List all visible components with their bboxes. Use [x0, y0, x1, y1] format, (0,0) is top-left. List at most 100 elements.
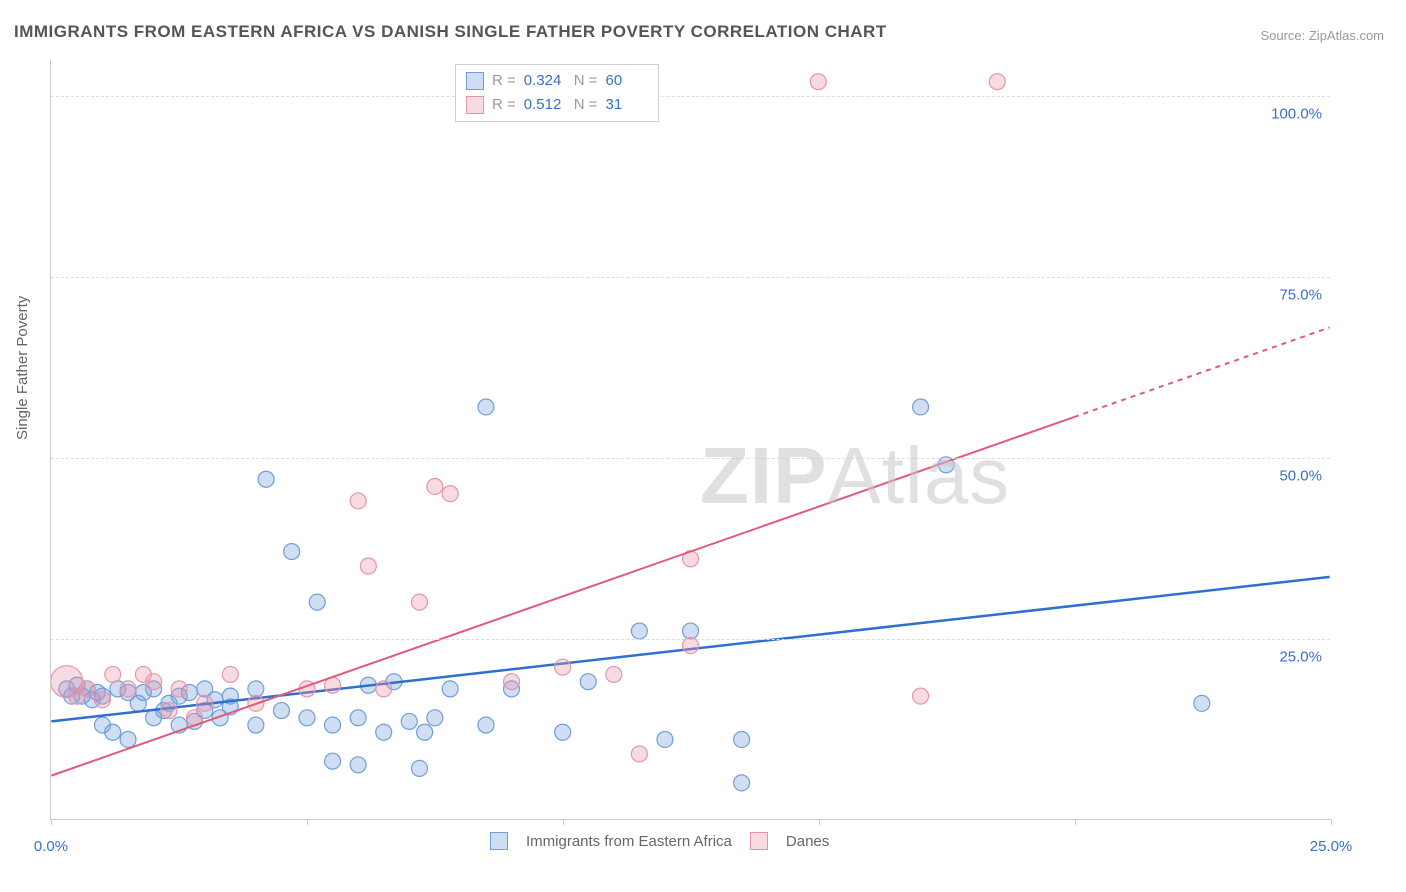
data-point-immigrants — [734, 775, 750, 791]
data-point-immigrants — [504, 681, 520, 697]
data-point-danes — [120, 681, 136, 697]
x-tick — [307, 819, 308, 825]
data-point-immigrants — [325, 753, 341, 769]
data-point-immigrants — [938, 457, 954, 473]
x-tick — [1331, 819, 1332, 825]
data-point-immigrants — [478, 717, 494, 733]
data-point-immigrants — [110, 681, 126, 697]
data-point-immigrants — [181, 685, 197, 701]
data-point-immigrants — [412, 760, 428, 776]
data-point-danes — [299, 681, 315, 697]
data-point-immigrants — [207, 692, 223, 708]
trend-line-danes-dashed — [1074, 327, 1330, 417]
data-point-danes — [187, 710, 203, 726]
data-point-immigrants — [284, 544, 300, 560]
data-point-danes — [135, 666, 151, 682]
data-point-danes — [146, 674, 162, 690]
legend-label-immigrants: Immigrants from Eastern Africa — [526, 833, 732, 850]
data-point-immigrants — [309, 594, 325, 610]
data-point-danes — [171, 681, 187, 697]
legend-label-danes: Danes — [786, 833, 829, 850]
y-tick-label: 25.0% — [1279, 649, 1322, 666]
data-point-immigrants — [248, 717, 264, 733]
data-point-immigrants — [105, 724, 121, 740]
data-point-immigrants — [555, 724, 571, 740]
data-point-immigrants — [913, 399, 929, 415]
data-point-immigrants — [69, 677, 85, 693]
data-point-danes — [989, 74, 1005, 90]
swatch-immigrants — [466, 72, 484, 90]
data-point-danes — [360, 558, 376, 574]
y-axis-label: Single Father Poverty — [14, 296, 31, 440]
data-point-danes — [683, 551, 699, 567]
x-tick — [51, 819, 52, 825]
swatch-danes — [466, 96, 484, 114]
data-point-danes — [412, 594, 428, 610]
data-point-immigrants — [427, 710, 443, 726]
chart-svg — [51, 60, 1330, 819]
data-point-immigrants — [94, 717, 110, 733]
data-point-danes — [222, 666, 238, 682]
data-point-immigrants — [299, 710, 315, 726]
data-point-immigrants — [657, 731, 673, 747]
x-tick — [819, 819, 820, 825]
stats-legend: R = 0.324 N = 60 R = 0.512 N = 31 — [455, 64, 659, 122]
x-tick — [563, 819, 564, 825]
data-point-immigrants — [130, 695, 146, 711]
data-point-immigrants — [146, 681, 162, 697]
legend-swatch-danes — [750, 832, 768, 850]
data-point-immigrants — [156, 703, 172, 719]
data-point-immigrants — [417, 724, 433, 740]
data-point-danes — [94, 692, 110, 708]
data-point-immigrants — [187, 713, 203, 729]
data-point-immigrants — [350, 757, 366, 773]
n-label: N = — [574, 69, 598, 93]
bottom-legend: Immigrants from Eastern Africa Danes — [490, 832, 829, 850]
r-val-immigrants: 0.324 — [524, 69, 566, 93]
data-point-danes — [350, 493, 366, 509]
data-point-immigrants — [376, 724, 392, 740]
r-val-danes: 0.512 — [524, 93, 566, 117]
data-point-danes — [631, 746, 647, 762]
data-point-immigrants — [360, 677, 376, 693]
data-point-immigrants — [212, 710, 228, 726]
data-point-immigrants — [248, 681, 264, 697]
data-point-immigrants — [478, 399, 494, 415]
x-tick-label: 0.0% — [34, 838, 68, 855]
data-point-immigrants — [74, 688, 90, 704]
data-point-danes — [248, 695, 264, 711]
r-label: R = — [492, 69, 516, 93]
data-point-danes — [442, 486, 458, 502]
n-val-immigrants: 60 — [606, 69, 648, 93]
trend-line-immigrants — [51, 577, 1329, 722]
data-point-danes — [376, 681, 392, 697]
data-point-immigrants — [89, 685, 105, 701]
data-point-danes — [69, 688, 85, 704]
data-point-immigrants — [258, 471, 274, 487]
data-point-immigrants — [171, 688, 187, 704]
chart-title: IMMIGRANTS FROM EASTERN AFRICA VS DANISH… — [14, 22, 887, 42]
data-point-danes — [555, 659, 571, 675]
data-point-immigrants — [197, 681, 213, 697]
y-tick-label: 100.0% — [1271, 106, 1322, 123]
gridline — [51, 458, 1330, 459]
gridline — [51, 277, 1330, 278]
source-label: Source: ZipAtlas.com — [1260, 28, 1384, 43]
data-point-immigrants — [1194, 695, 1210, 711]
data-point-danes — [606, 666, 622, 682]
correlation-chart: IMMIGRANTS FROM EASTERN AFRICA VS DANISH… — [0, 0, 1406, 892]
data-point-immigrants — [401, 713, 417, 729]
data-point-immigrants — [350, 710, 366, 726]
data-point-immigrants — [631, 623, 647, 639]
y-tick-label: 75.0% — [1279, 287, 1322, 304]
data-point-immigrants — [171, 717, 187, 733]
data-point-immigrants — [273, 703, 289, 719]
r-label-2: R = — [492, 93, 516, 117]
data-point-immigrants — [94, 688, 110, 704]
data-point-immigrants — [683, 623, 699, 639]
data-point-immigrants — [59, 681, 75, 697]
y-tick-label: 50.0% — [1279, 468, 1322, 485]
data-point-immigrants — [120, 731, 136, 747]
x-tick-label: 25.0% — [1310, 838, 1353, 855]
data-point-immigrants — [135, 685, 151, 701]
